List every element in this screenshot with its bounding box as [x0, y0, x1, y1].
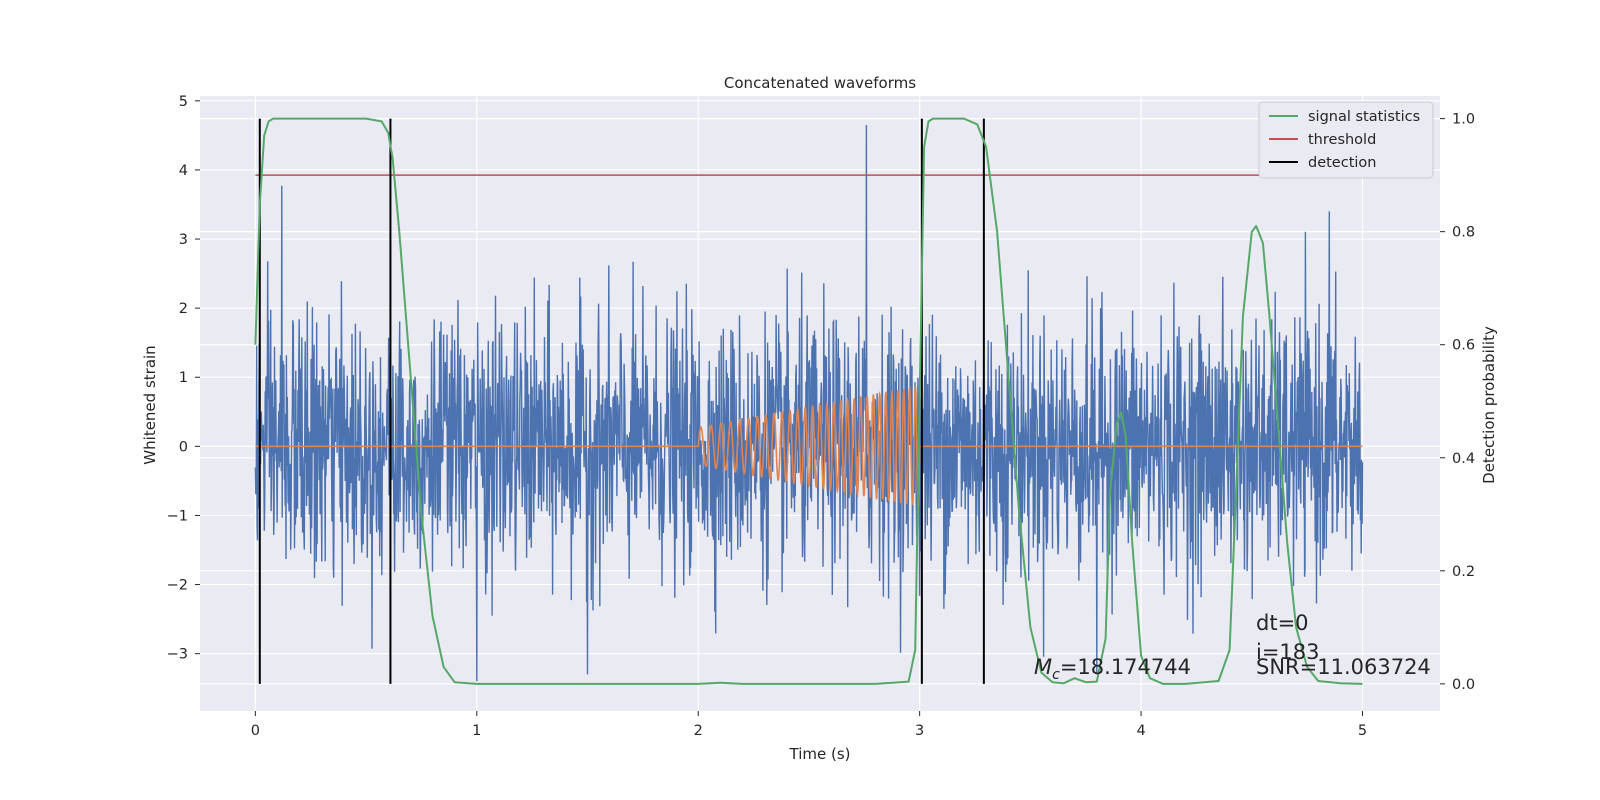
x-tick-label: 4	[1136, 723, 1145, 739]
x-tick-label: 0	[251, 723, 260, 739]
y-tick-label: −1	[167, 508, 188, 524]
y-tick-label: 2	[179, 301, 188, 317]
chart-title: Concatenated waveforms	[724, 74, 916, 92]
x-tick-label: 2	[694, 723, 703, 739]
y-tick-label: 3	[179, 232, 188, 248]
template-series-line	[255, 386, 1363, 507]
index-annotation: i=183	[1256, 640, 1320, 664]
annotations: Mc=18.174744 dt=0 i=183 SNR=11.063724	[1034, 611, 1431, 683]
snr-annotation: SNR=11.063724	[1256, 655, 1431, 679]
legend: signal statistics threshold detection	[1258, 101, 1434, 179]
y-axis-label: Whitened strain	[141, 345, 159, 464]
chirp-mass-symbol: M	[1034, 655, 1052, 679]
x-axis-label: Time (s)	[789, 745, 851, 763]
y-tick-label: −3	[167, 647, 188, 663]
chirp-mass-subscript: c	[1052, 667, 1060, 683]
y-tick-label: 4	[179, 163, 188, 179]
y2-tick-label: 0.2	[1452, 564, 1475, 580]
dt-annotation: dt=0	[1256, 611, 1309, 635]
y2-tick-label: 0.8	[1452, 225, 1475, 241]
y2-tick-label: 0.6	[1452, 338, 1475, 354]
strain-series-line	[254, 124, 1364, 682]
legend-label-signal-statistics: signal statistics	[1308, 109, 1420, 125]
signal-statistics-line	[254, 117, 1363, 685]
data-layer	[254, 117, 1385, 685]
y2-tick-label: 1.0	[1452, 112, 1475, 128]
legend-label-threshold: threshold	[1308, 132, 1376, 148]
x-tick-label: 3	[915, 723, 924, 739]
y2-axis-label: Detection probability	[1480, 326, 1498, 484]
y2-tick-label: 0.0	[1452, 677, 1475, 693]
y-tick-label: 1	[179, 370, 188, 386]
x-tick-label: 1	[472, 723, 481, 739]
legend-label-detection: detection	[1308, 155, 1376, 171]
y-tick-label: 5	[179, 94, 188, 110]
y2-tick-label: 0.4	[1452, 451, 1475, 467]
x-tick-label: 5	[1358, 723, 1367, 739]
y-tick-label: −2	[167, 578, 188, 594]
chirp-mass-annotation: Mc=18.174744	[1034, 655, 1191, 683]
axes: 0 1 2 3 4 5 −3 −2 −1 0 1 2 3 4 5 0.0 0.2 0.4 0.6 0.8 1.0	[167, 94, 1475, 739]
legend-box	[1258, 101, 1434, 179]
y-tick-label: 0	[179, 439, 188, 455]
chirp-mass-value: =18.174744	[1060, 655, 1191, 679]
